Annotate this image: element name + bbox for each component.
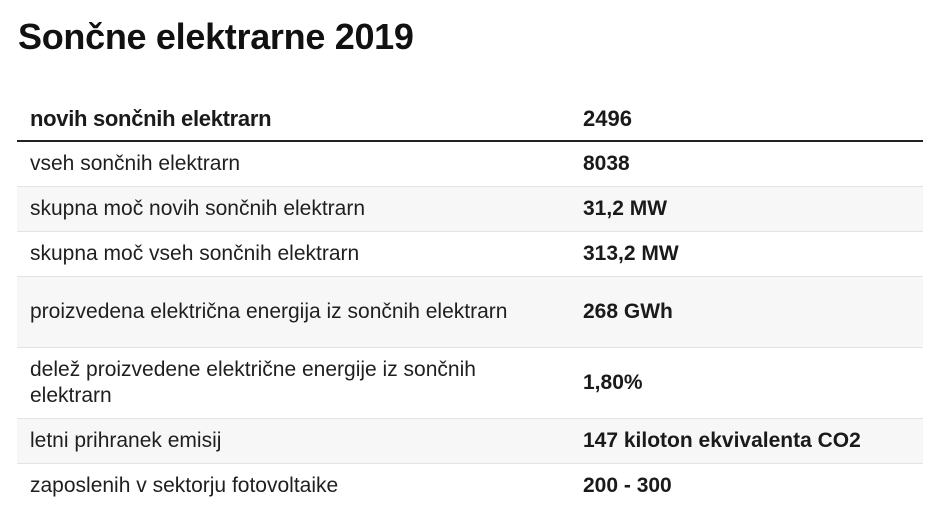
table-row: skupna moč novih sončnih elektrarn 31,2 …: [17, 186, 923, 231]
row-value: 147 kiloton ekvivalenta CO2: [583, 428, 861, 452]
row-value: 31,2 MW: [583, 196, 668, 220]
table-row: vseh sončnih elektrarn 8038: [17, 141, 923, 186]
row-label: skupna moč vseh sončnih elektrarn: [30, 241, 360, 265]
header-label: novih sončnih elektrarn: [30, 105, 272, 131]
row-label: letni prihranek emisij: [30, 428, 222, 452]
row-value: 200 - 300: [583, 473, 672, 497]
row-label: skupna moč novih sončnih elektrarn: [30, 196, 366, 220]
solar-stats-table: novih sončnih elektrarn 2496 vseh sončni…: [17, 95, 923, 508]
table-header-row: novih sončnih elektrarn 2496: [17, 95, 923, 141]
table-row: zaposlenih v sektorju fotovoltaike 200 -…: [17, 463, 923, 508]
row-label: proizvedena električna energija iz sončn…: [30, 299, 508, 323]
row-value: 8038: [583, 151, 630, 175]
page-title: Sončne elektrarne 2019: [18, 16, 414, 57]
row-label: delež proizvedene električne energije iz…: [30, 357, 476, 407]
row-value: 313,2 MW: [583, 241, 679, 265]
table-row: skupna moč vseh sončnih elektrarn 313,2 …: [17, 231, 923, 276]
table-row: proizvedena električna energija iz sončn…: [17, 276, 923, 347]
header-value: 2496: [583, 105, 632, 131]
table-row: letni prihranek emisij 147 kiloton ekviv…: [17, 418, 923, 463]
row-value: 1,80%: [583, 370, 643, 394]
row-value: 268 GWh: [583, 299, 673, 323]
table-row: delež proizvedene električne energije iz…: [17, 347, 923, 418]
row-label: zaposlenih v sektorju fotovoltaike: [30, 473, 339, 497]
row-label: vseh sončnih elektrarn: [30, 151, 241, 175]
